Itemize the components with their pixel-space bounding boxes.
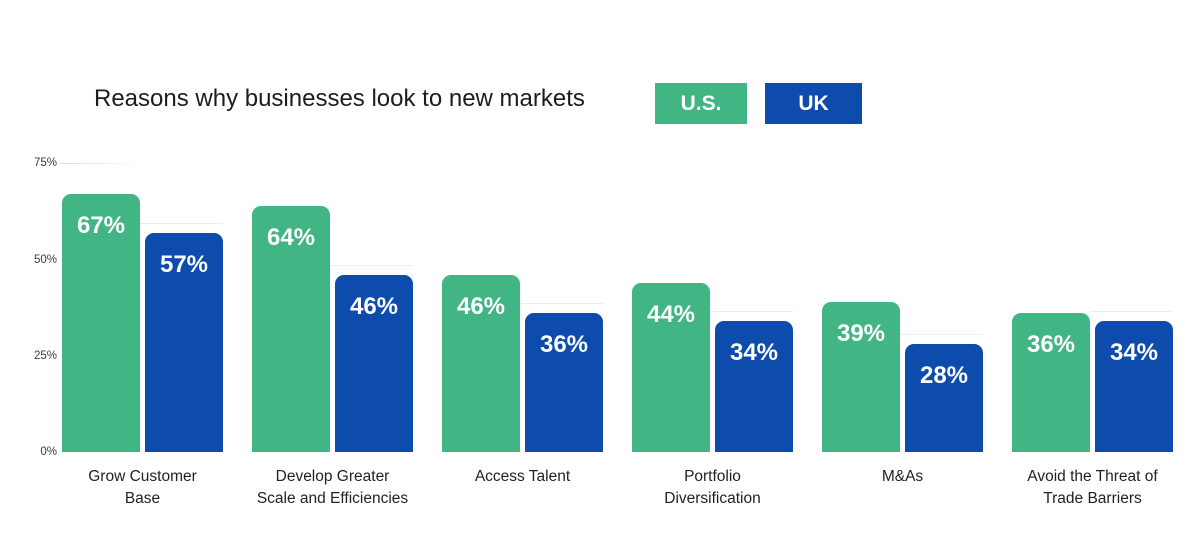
category-label: Access Talent [474,468,571,485]
bar-us-4: 39% [822,302,900,452]
y-tick-0: 0% [40,446,57,458]
bar-uk-5: 34% [1090,311,1173,452]
category-label: M&As [881,468,924,485]
y-tick-75: 75% [33,157,57,169]
category-label: Develop Greater Scale and Efficiencies [256,468,409,507]
bar-value-label: 34% [729,339,779,366]
bar-group: 39% 28% [822,302,983,452]
legend-label-uk: UK [798,91,829,115]
bar-us-0: 67% [62,194,140,452]
bar-group: 36% 34% [1012,311,1173,452]
bar-uk-0: 57% [140,223,223,452]
legend-chip-uk: UK [765,83,862,124]
bar-group: 44% 34% [632,283,793,452]
bar-value-label: 46% [456,293,506,320]
bar-us-5: 36% [1012,313,1090,452]
bar-uk-1: 46% [330,265,413,452]
legend-chip-us: U.S. [655,83,747,124]
bar-uk-3: 34% [710,311,793,452]
bar-value-label: 46% [349,293,399,320]
category-label: Portfolio Diversification [664,468,761,507]
bar-group: 46% 36% [442,275,603,452]
bar-value-label: 28% [919,362,969,389]
chart-title: Reasons why businesses look to new marke… [94,85,585,112]
y-tick-25: 25% [33,350,57,362]
plot-area: 67% 57% 64% 46% 46% 36% 44% 34% 39% 28% 36% 34% [62,0,1200,452]
bar-value-label: 57% [159,251,209,278]
bar-uk-4: 28% [900,334,983,452]
bar-us-3: 44% [632,283,710,452]
gridline-segment [60,163,140,164]
bar-value-label: 67% [76,212,126,239]
bar-us-2: 46% [442,275,520,452]
y-axis: 75% 50% 25% 0% [0,0,57,458]
category-label: Avoid the Threat of Trade Barriers [1027,468,1158,507]
category-label: Grow Customer Base [88,468,197,507]
bar-value-label: 34% [1109,339,1159,366]
bar-group: 67% 57% [62,194,223,452]
bar-value-label: 36% [1026,331,1076,358]
bar-value-label: 36% [539,331,589,358]
bar-value-label: 44% [646,301,696,328]
bar-group: 64% 46% [252,206,413,452]
y-tick-50: 50% [33,254,57,266]
bar-value-label: 64% [266,224,316,251]
bar-uk-2: 36% [520,303,603,452]
legend-label-us: U.S. [680,91,722,115]
bar-us-1: 64% [252,206,330,452]
bar-value-label: 39% [836,320,886,347]
